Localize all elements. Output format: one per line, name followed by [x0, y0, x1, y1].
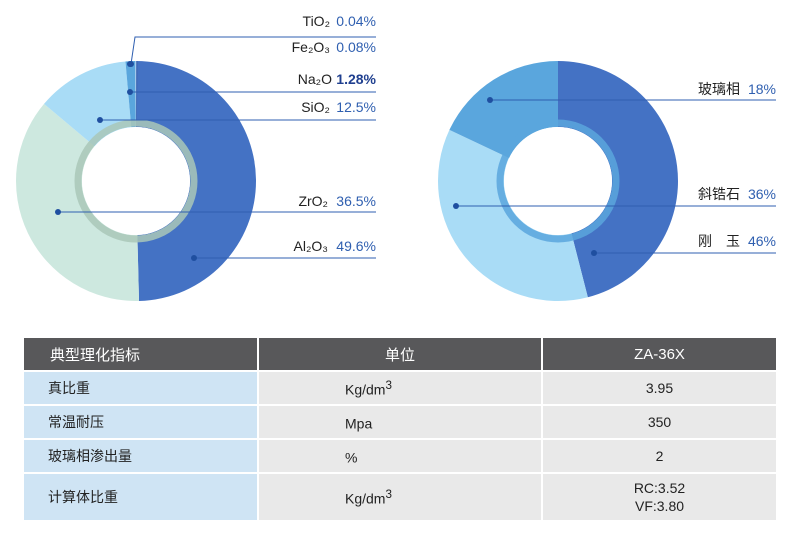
- table-row: 计算体比重 Kg/dm3 RC:3.52 VF:3.80: [24, 474, 776, 520]
- slice-value-label: 1.28%: [336, 71, 376, 87]
- phase-donut: 18% 玻璃相 36% 斜锆石 46% 刚 玉: [438, 61, 776, 301]
- row-unit: Kg/dm3: [259, 474, 541, 520]
- slice-name-label: ZrO₂: [298, 193, 328, 209]
- value-vf: VF:3.80: [634, 498, 685, 514]
- row-value: RC:3.52 VF:3.80: [543, 474, 776, 520]
- slice-value-label: 36.5%: [336, 193, 376, 209]
- slice-name-label: 刚 玉: [698, 233, 740, 249]
- table-header-row: 典型理化指标 单位 ZA-36X: [24, 338, 776, 370]
- leader-dot: [97, 117, 103, 123]
- slice-name-label: TiO₂: [303, 13, 330, 29]
- slice-value-label: 36%: [748, 186, 776, 202]
- slice-fe2o3: [135, 61, 137, 128]
- inner-ring: [74, 119, 198, 243]
- leader-dot: [591, 250, 597, 256]
- spec-table: 典型理化指标 单位 ZA-36X 真比重 Kg/dm3 3.95 常温耐压 Mp…: [22, 336, 778, 522]
- value-rc: RC:3.52: [633, 480, 686, 496]
- slice-玻璃相: [449, 61, 558, 159]
- slice-value-label: 0.08%: [336, 39, 376, 55]
- table-row: 常温耐压 Mpa 350: [24, 406, 776, 438]
- slice-value-label: 12.5%: [336, 99, 376, 115]
- row-value: 2: [543, 440, 776, 472]
- slice-value-label: 18%: [748, 81, 776, 97]
- row-value: 3.95: [543, 372, 776, 404]
- slice-name-label: SiO₂: [301, 99, 330, 115]
- row-unit: Kg/dm3: [259, 372, 541, 404]
- row-name: 玻璃相渗出量: [24, 440, 257, 472]
- slice-zro2: [16, 103, 140, 301]
- leader-dot: [191, 255, 197, 261]
- row-unit: Mpa: [259, 406, 541, 438]
- table-row: 真比重 Kg/dm3 3.95: [24, 372, 776, 404]
- header-unit: 单位: [259, 338, 541, 370]
- slice-name-label: Na₂O: [298, 71, 332, 87]
- slice-name-label: Fe₂O₃: [292, 39, 330, 55]
- slice-name-label: Al₂O₃: [294, 238, 328, 254]
- row-name: 计算体比重: [24, 474, 257, 520]
- row-value: 350: [543, 406, 776, 438]
- row-unit: %: [259, 440, 541, 472]
- leader-dot: [487, 97, 493, 103]
- slice-value-label: 46%: [748, 233, 776, 249]
- leader-dot: [55, 209, 61, 215]
- row-name: 常温耐压: [24, 406, 257, 438]
- slice-value-label: 0.04%: [336, 13, 376, 29]
- slice-name-label: 斜锆石: [698, 186, 740, 202]
- leader-dot: [453, 203, 459, 209]
- leader-line: [130, 36, 376, 65]
- slice-value-label: 49.6%: [336, 238, 376, 254]
- slice-tio2: [136, 61, 138, 128]
- row-name: 真比重: [24, 372, 257, 404]
- slice-name-label: 玻璃相: [698, 81, 740, 97]
- slice-sio2: [44, 61, 132, 147]
- header-grade: ZA-36X: [543, 338, 776, 370]
- inner-ring: [496, 119, 620, 243]
- leader-dot: [128, 61, 134, 67]
- table-row: 玻璃相渗出量 % 2: [24, 440, 776, 472]
- header-indicator: 典型理化指标: [24, 338, 257, 370]
- leader-dot: [127, 89, 133, 95]
